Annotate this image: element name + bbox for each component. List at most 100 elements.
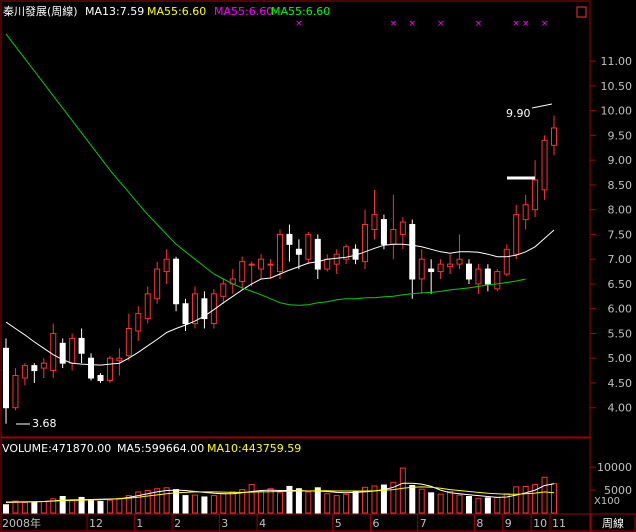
volume-bar [97,501,104,514]
signal-marker: × [409,19,417,29]
volume-bar [541,476,548,514]
candle-body [21,365,28,379]
volume-bar [135,491,142,514]
signal-markers: × × × × × × × × [295,19,548,29]
candle-body [106,357,113,381]
volume-tick-label: 5000 [604,484,632,497]
candle-body [494,271,501,290]
candle-body [314,238,321,270]
volume-bar [220,493,227,514]
low-price-label: 3.68 [32,417,57,430]
price-tick-label: 7.50 [608,228,633,241]
volume-legend: VOLUME:471870.00 MA5:599664.00 MA10:443759… [2,442,301,455]
date-label: 11 [552,517,566,530]
candle-body [371,214,378,230]
volume-bar [465,496,472,514]
volume-bar [116,497,123,514]
candle-body [399,221,406,235]
volume-bar [154,488,161,514]
date-label: 2 [174,517,181,530]
volume-bar [513,486,520,514]
volume-bar [437,493,444,514]
volume-bar [40,501,47,514]
volume-legend-item: VOLUME:471870.00 [2,442,111,455]
price-tick-label: 4.00 [608,402,633,415]
candle-body [362,224,369,263]
candle-body [97,375,104,381]
volume-bar [522,485,529,514]
volume-bar [399,467,406,514]
signal-marker: × [390,19,398,29]
signal-marker: × [295,19,303,29]
candle-body [191,293,198,325]
candle-body [3,347,9,409]
candle-body [88,357,95,379]
volume-bar [352,490,359,514]
volume-bar [390,481,397,514]
candle-body [324,258,331,270]
signal-marker: × [522,19,530,29]
candle-body [428,268,435,273]
window-restore-icon[interactable] [576,6,587,18]
high-price-label: 9.90 [506,107,531,120]
volume-legend-item: MA5:599664.00 [117,442,204,455]
candle-body [532,179,539,211]
candle-body [418,258,425,280]
candle-body [437,263,444,273]
candle-body [248,263,255,266]
volume-bar [201,496,208,514]
signal-marker: × [475,19,483,29]
candle-body [239,261,246,282]
volume-bar [50,498,57,514]
candle-body [173,258,180,305]
volume-bar [69,500,76,514]
volume-bar [418,488,425,514]
volume-bar [163,487,170,514]
period-label[interactable]: 周線 [602,516,624,530]
volume-bar [239,489,246,514]
candle-body [50,332,57,372]
volume-bar [362,486,369,514]
candle-body [40,362,47,369]
volume-bar [267,488,274,514]
candle-body [135,313,142,332]
price-tick-label: 4.50 [608,377,633,390]
volume-bar [494,496,501,514]
candle-body [31,365,38,372]
volume-bar [248,484,255,514]
ma13-line [5,229,555,366]
candle-body [286,233,293,245]
candle-body [305,233,312,260]
price-tick-label: 9.50 [608,129,633,142]
volume-bar [484,497,491,514]
volume-bar [258,490,265,514]
candle-body [220,283,227,297]
price-tick-label: 11.00 [601,55,633,68]
candle-body [258,258,265,270]
price-tick-label: 9.00 [608,154,633,167]
price-tick-label: 6.50 [608,278,633,291]
candle-body [475,268,482,285]
date-label: 8 [476,517,483,530]
volume-bar [88,500,95,514]
volume-bar [532,484,539,514]
volume-bar [447,490,454,514]
candle-body [78,337,85,354]
candle-body [116,357,123,362]
chart-title: 秦川發展(周線) [3,4,78,18]
volume-bar [125,495,132,514]
volume-bar [191,494,198,514]
candle-body [69,337,76,364]
date-label: 10 [533,517,547,530]
candlestick-series [3,115,557,424]
price-axis: 4.00 4.50 5.00 5.50 6.00 6.50 7.00 7.50 8.00 8.50… [590,55,632,415]
volume-bar [305,491,312,514]
volume-bar [286,485,293,514]
date-label: 7 [420,517,427,530]
signal-marker: × [512,19,520,29]
date-label: 6 [372,517,379,530]
date-axis-frame [0,513,591,532]
ma-legend-item: MA55:6.60 [271,5,330,18]
volume-bar [428,492,435,514]
